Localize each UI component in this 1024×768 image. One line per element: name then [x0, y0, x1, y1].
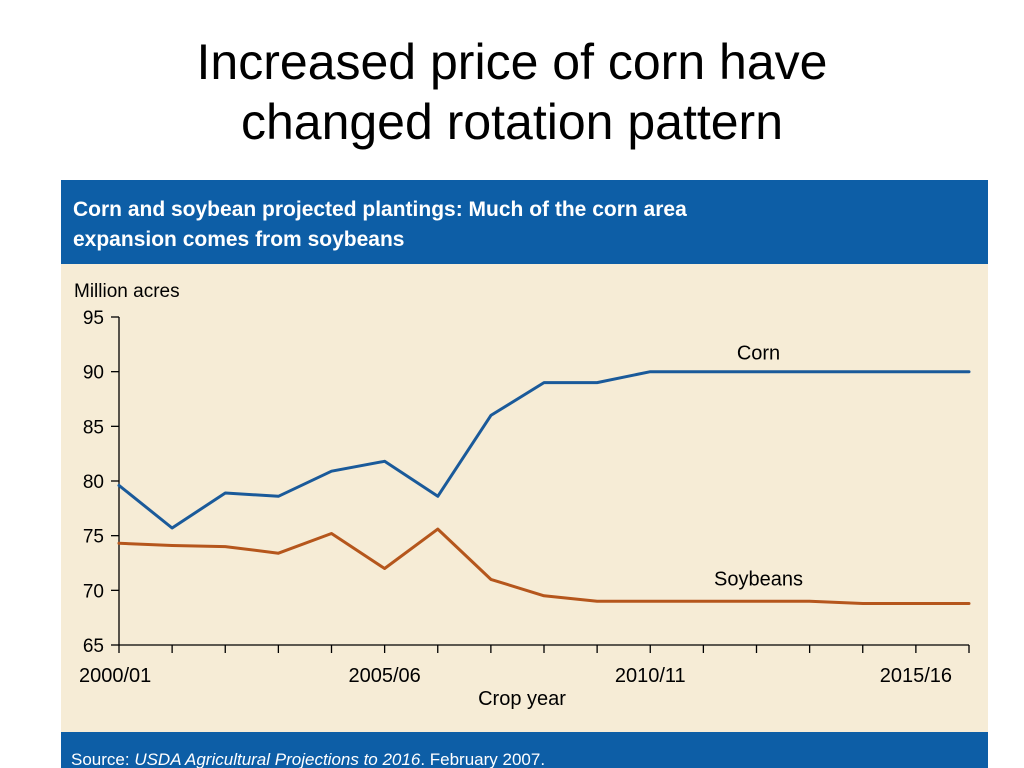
axes: 65 70 75 80 85 90 95 2000/01 2005/06 2010/11 2015/… [79, 308, 970, 687]
y-tick-label: 90 [83, 363, 104, 384]
chart-title: Corn and soybean projected plantings: Mu… [61, 180, 988, 264]
y-tick-label: 80 [83, 472, 104, 493]
source-prefix: Source: [71, 750, 135, 768]
y-tick-label: 85 [83, 417, 104, 438]
chart-panel: Corn and soybean projected plantings: Mu… [61, 180, 988, 768]
x-tick-label: 2000/01 [79, 665, 151, 687]
y-tick-label: 65 [83, 636, 104, 657]
source-suffix: . February 2007. [420, 750, 546, 768]
series-line-soybeans [117, 527, 971, 605]
slide-title-line-2: changed rotation pattern [240, 94, 784, 150]
chart-title-line-1: Corn and soybean projected plantings: Mu… [73, 198, 687, 221]
y-tick-label: 70 [83, 581, 104, 602]
x-axis-label: Crop year [478, 688, 566, 710]
line-chart: Million acres Crop year 65 70 75 80 85 90 95 20… [74, 281, 971, 710]
chart-title-line-2: expansion comes from soybeans [73, 228, 405, 251]
slide-title-line-1: Increased price of corn have [196, 34, 828, 90]
source-note: Source: USDA Agricultural Projections to… [61, 732, 988, 768]
x-tick-label: 2010/11 [615, 665, 686, 687]
series-line-corn [117, 370, 971, 530]
plot-area: Corn Soybeans [117, 343, 971, 605]
y-axis-label: Million acres [74, 281, 180, 302]
series-label-soybeans: Soybeans [714, 568, 803, 590]
x-tick-label: 2015/16 [880, 665, 952, 687]
y-tick-label: 75 [83, 527, 104, 548]
y-tick-label: 95 [83, 308, 104, 329]
series-label-corn: Corn [737, 343, 780, 365]
slide-title: Increased price of corn have changed rot… [0, 32, 1024, 152]
x-tick-label: 2005/06 [348, 665, 420, 687]
source-publication: USDA Agricultural Projections to 2016 [134, 750, 421, 768]
